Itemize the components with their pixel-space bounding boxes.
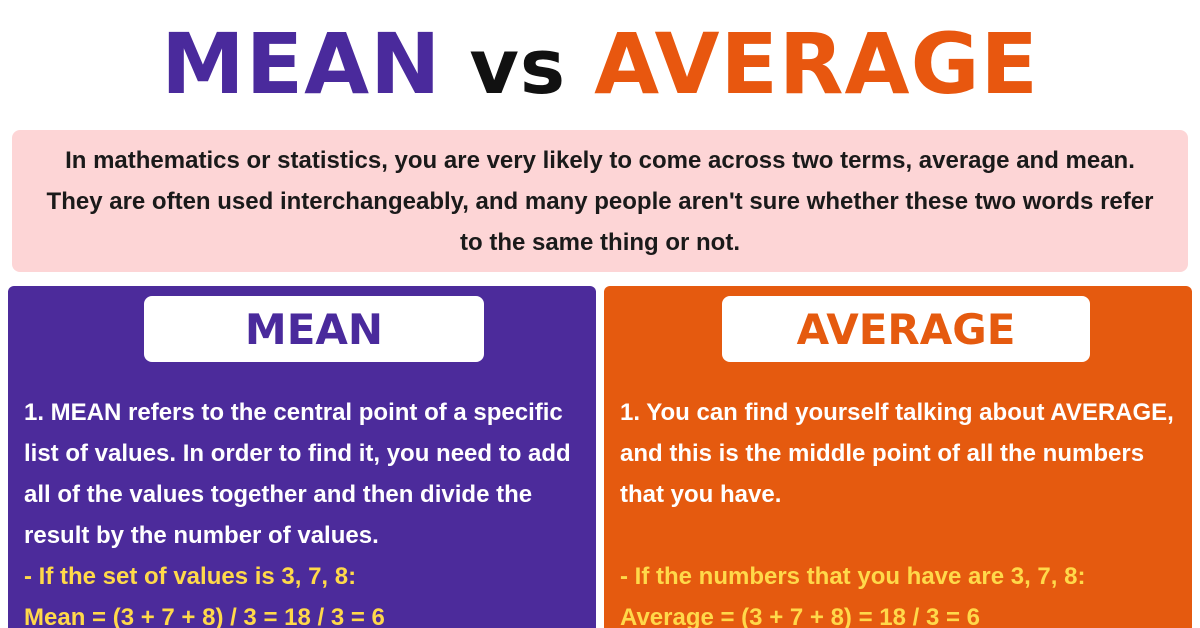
- mean-point: 1. MEAN refers to the central point of a…: [24, 399, 571, 549]
- average-example-line2: Average = (3 + 7 + 8) = 18 / 3 = 6: [620, 604, 981, 628]
- average-spacer: [620, 515, 1182, 556]
- mean-heading: MEAN: [144, 296, 484, 362]
- average-panel: AVERAGE 1. You can find yourself talking…: [604, 286, 1192, 628]
- average-heading: AVERAGE: [722, 296, 1090, 362]
- average-body: 1. You can find yourself talking about A…: [620, 392, 1182, 628]
- title-average: AVERAGE: [594, 15, 1039, 113]
- mean-example-line1: - If the set of values is 3, 7, 8:: [24, 563, 357, 590]
- mean-body: 1. MEAN refers to the central point of a…: [24, 392, 586, 628]
- average-example-line1: - If the numbers that you have are 3, 7,…: [620, 563, 1086, 590]
- average-point: 1. You can find yourself talking about A…: [620, 399, 1174, 508]
- mean-example-line2: Mean = (3 + 7 + 8) / 3 = 18 / 3 = 6: [24, 604, 385, 628]
- mean-panel: MEAN 1. MEAN refers to the central point…: [8, 286, 596, 628]
- title-mean: MEAN: [161, 15, 442, 113]
- page-title: MEAN vs AVERAGE: [0, 14, 1200, 114]
- intro-text: In mathematics or statistics, you are ve…: [46, 146, 1154, 256]
- title-vs: vs: [469, 22, 567, 111]
- intro-box: In mathematics or statistics, you are ve…: [12, 130, 1188, 272]
